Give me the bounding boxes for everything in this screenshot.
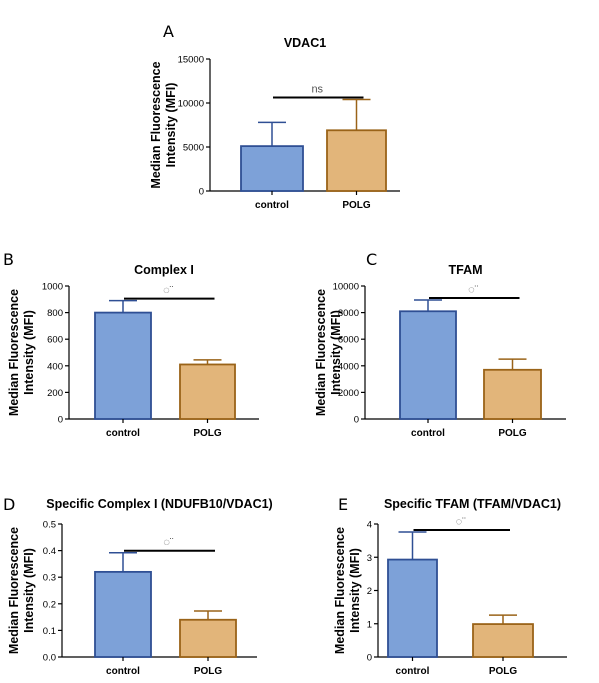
bar-polg [179,363,236,420]
bar-control [94,570,152,658]
y-tick-label: 800 [47,308,63,319]
significance-label: ◌¨ [163,537,174,549]
y-tick-label: 2 [367,586,372,597]
panel-b: B Complex I Median FluorescenceIntensity (… [3,250,259,439]
y-tick-label: 0.5 [43,520,56,531]
y-tick-label: 10000 [333,282,359,293]
y-axis-label: Median FluorescenceIntensity (MFI) [314,289,343,416]
y-axis-label: Median FluorescenceIntensity (MFI) [333,527,362,654]
significance-label: ◌¨ [456,516,467,528]
panel-a: A VDAC1 Median FluorescenceIntensity (MFI)… [149,22,400,211]
y-tick-label: 0.1 [43,626,56,637]
y-tick-label: 600 [47,335,63,346]
panel-c: C TFAM Median FluorescenceIntensity (MFI) 0… [314,250,566,439]
bar-polg [179,618,237,658]
chart-title: Specific TFAM (TFAM/VDAC1) [384,497,561,511]
x-tick-label: control [255,200,289,211]
y-tick-label: 2000 [338,388,359,399]
y-tick-label: 6000 [338,335,359,346]
y-tick-label: 400 [47,361,63,372]
x-tick-label: control [106,666,140,677]
panel-d: D Specific Complex I (NDUFB10/VDAC1) Media… [3,495,273,677]
y-axis-label: Median FluorescenceIntensity (MFI) [149,61,178,188]
y-tick-label: 0.3 [43,573,56,584]
y-tick-label: 200 [47,388,63,399]
significance-label: ns [311,83,323,95]
panel-letter: B [3,250,14,269]
significance-label: ◌¨ [468,284,479,296]
y-tick-label: 4000 [338,361,359,372]
y-tick-label: 0.2 [43,599,56,610]
y-axis-label: Median FluorescenceIntensity (MFI) [7,527,36,654]
bar-control [94,311,152,420]
y-tick-label: 8000 [338,308,359,319]
y-tick-label: 15000 [178,55,204,66]
y-tick-label: 0.4 [43,546,56,557]
y-tick-label: 0 [354,415,359,426]
bar-control [387,558,438,658]
y-tick-label: 0.0 [43,653,56,664]
panel-letter: E [338,495,348,514]
y-axis-label: Median FluorescenceIntensity (MFI) [7,289,36,416]
panel-e: E Specific TFAM (TFAM/VDAC1) Median Fluore… [333,495,567,677]
y-tick-label: 5000 [183,143,204,154]
x-tick-label: POLG [489,666,518,677]
panel-letter: A [163,22,174,41]
y-tick-label: 4 [367,520,372,531]
x-tick-label: control [106,428,140,439]
y-tick-label: 0 [58,415,63,426]
bar-control [240,145,304,192]
bar-polg [326,129,387,192]
panel-letter: D [3,495,15,514]
chart-title: Complex I [134,263,194,277]
y-tick-label: 0 [367,653,372,664]
x-tick-label: POLG [498,428,527,439]
bar-polg [483,368,542,420]
significance-label: ◌¨ [163,285,174,297]
bar-polg [472,623,534,658]
x-tick-label: POLG [193,428,222,439]
x-tick-label: POLG [342,200,371,211]
x-tick-label: POLG [194,666,223,677]
x-tick-label: control [396,666,430,677]
chart-title: TFAM [448,263,482,277]
chart-title: Specific Complex I (NDUFB10/VDAC1) [46,497,272,511]
y-tick-label: 3 [367,553,372,564]
y-tick-label: 1000 [42,282,63,293]
chart-title: VDAC1 [284,36,326,50]
y-tick-label: 0 [199,187,204,198]
bar-control [399,310,457,420]
y-tick-label: 10000 [178,99,204,110]
panel-letter: C [366,250,377,269]
x-tick-label: control [411,428,445,439]
y-tick-label: 1 [367,619,372,630]
